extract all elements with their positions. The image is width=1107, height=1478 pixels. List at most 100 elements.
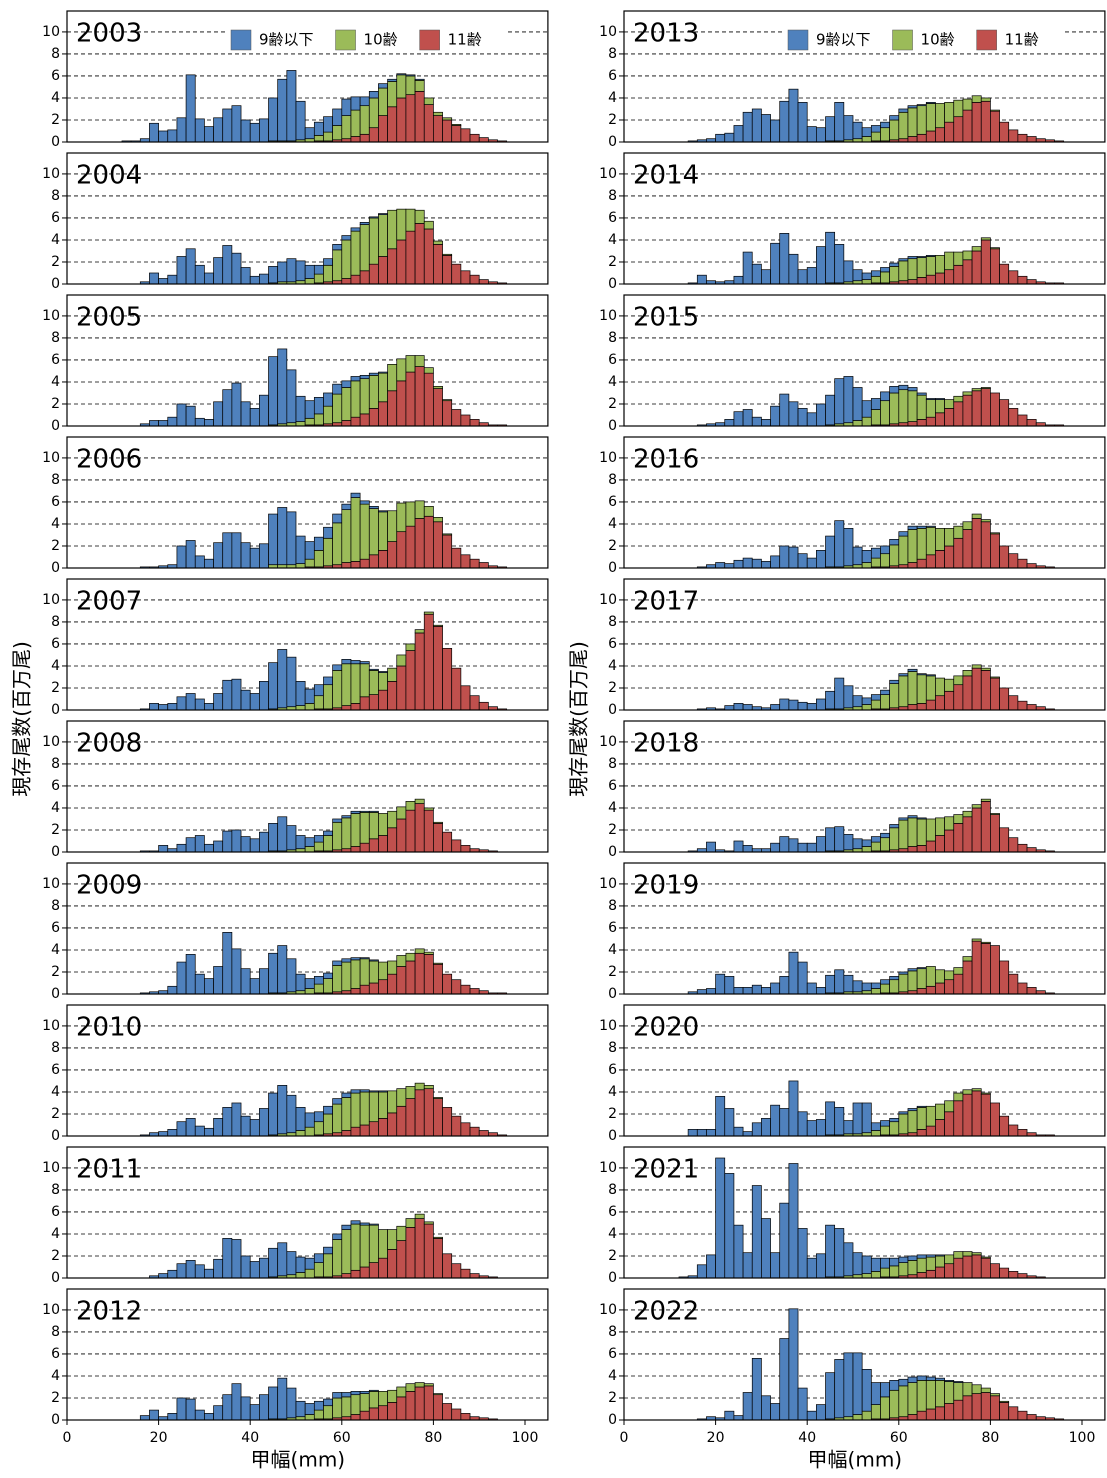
bar-segment xyxy=(295,1130,306,1137)
bar-segment xyxy=(433,521,443,569)
bar-segment xyxy=(332,664,343,671)
bar-segment xyxy=(194,264,205,285)
y-tick-label: 8 xyxy=(608,188,617,204)
bar-segment xyxy=(378,371,388,374)
bar-segment xyxy=(304,127,315,140)
bar-segment xyxy=(816,987,826,995)
bar-segment xyxy=(898,384,909,391)
y-tick-label: 4 xyxy=(608,516,617,532)
bar-segment xyxy=(158,1131,169,1137)
bar-segment xyxy=(953,537,964,569)
bar-segment xyxy=(706,1254,716,1279)
bar-segment xyxy=(313,976,324,985)
bar-segment xyxy=(387,1090,398,1114)
bar-segment xyxy=(341,115,352,140)
bar-segment xyxy=(971,390,982,427)
bar-segment xyxy=(204,978,214,995)
bar-segment xyxy=(916,419,927,427)
panel-frame xyxy=(623,294,1106,427)
bar-segment xyxy=(980,1093,991,1137)
y-tick-label: 4 xyxy=(51,90,60,106)
bar-segment xyxy=(962,1089,973,1095)
panel-title: 2004 xyxy=(76,161,142,191)
bar-segment xyxy=(368,217,379,265)
bar-segment xyxy=(779,393,790,427)
bar-segment xyxy=(259,543,269,569)
bar-segment xyxy=(231,105,242,143)
bar-segment xyxy=(761,1118,771,1137)
bar-segment xyxy=(990,945,1000,995)
bar-segment xyxy=(953,395,964,403)
bar-segment xyxy=(222,245,233,285)
panel-frame xyxy=(623,1288,1106,1421)
bar-segment xyxy=(313,264,324,275)
bar-segment xyxy=(889,386,900,394)
bar-segment xyxy=(359,812,370,844)
bar-segment xyxy=(843,685,854,709)
bar-segment xyxy=(323,676,333,686)
bar-segment xyxy=(149,703,159,711)
bar-segment xyxy=(852,1414,863,1421)
bar-segment xyxy=(889,115,900,121)
y-tick-label: 10 xyxy=(42,166,60,182)
bar-segment xyxy=(433,115,443,143)
bar-segment xyxy=(944,545,955,569)
bar-segment xyxy=(423,1385,434,1421)
bar-segment xyxy=(259,831,269,853)
bar-segment xyxy=(770,982,781,995)
bar-segment xyxy=(259,968,269,995)
x-tick-label: 60 xyxy=(890,1430,908,1446)
bar-segment xyxy=(980,1257,991,1279)
bar-segment xyxy=(405,1098,416,1137)
bar-segment xyxy=(442,255,453,285)
bar-segment xyxy=(350,1414,361,1421)
y-tick-label: 2 xyxy=(608,1248,617,1264)
bar-segment xyxy=(304,1414,315,1421)
bar-segment xyxy=(396,955,407,967)
y-tick-label: 10 xyxy=(599,1160,617,1176)
bar-segment xyxy=(880,1396,890,1420)
bar-segment xyxy=(396,358,407,382)
bar-segment xyxy=(999,121,1010,143)
bar-segment xyxy=(797,408,808,427)
y-tick-label: 2 xyxy=(608,538,617,554)
bar-segment xyxy=(953,264,964,285)
bar-segment xyxy=(980,519,991,523)
bar-segment xyxy=(387,78,398,82)
bar-segment xyxy=(341,503,352,511)
bar-segment xyxy=(313,550,324,568)
bar-segment xyxy=(788,838,799,853)
bar-segment xyxy=(176,696,187,711)
x-tick-label: 40 xyxy=(241,1430,259,1446)
y-tick-label: 0 xyxy=(51,1128,60,1144)
bar-segment xyxy=(295,1256,306,1273)
bar-segment xyxy=(898,108,909,113)
panel-title: 2018 xyxy=(633,729,699,759)
bar-segment xyxy=(387,209,398,250)
bar-segment xyxy=(788,253,799,285)
bar-segment xyxy=(843,528,854,567)
bar-segment xyxy=(1026,563,1037,569)
bar-segment xyxy=(304,417,315,426)
bar-segment xyxy=(944,1111,955,1137)
bar-segment xyxy=(378,1257,388,1279)
bar-segment xyxy=(423,807,434,811)
bar-segment xyxy=(295,1272,306,1279)
bar-segment xyxy=(990,1393,1000,1397)
bar-segment xyxy=(149,272,159,285)
bar-segment xyxy=(167,703,178,711)
bar-segment xyxy=(971,1090,982,1137)
bar-segment xyxy=(350,227,361,232)
x-tick-label: 0 xyxy=(63,1430,72,1446)
bar-segment xyxy=(194,417,205,427)
legend-swatch xyxy=(976,29,997,51)
bar-segment xyxy=(359,1124,370,1137)
bar-segment xyxy=(332,522,343,566)
bar-segment xyxy=(332,1239,343,1277)
panel-title: 2016 xyxy=(633,445,699,475)
bar-segment xyxy=(843,1352,854,1418)
bar-segment xyxy=(442,533,453,536)
bar-segment xyxy=(359,1391,370,1394)
panel-title: 2019 xyxy=(633,871,699,901)
bar-segment xyxy=(368,216,379,219)
